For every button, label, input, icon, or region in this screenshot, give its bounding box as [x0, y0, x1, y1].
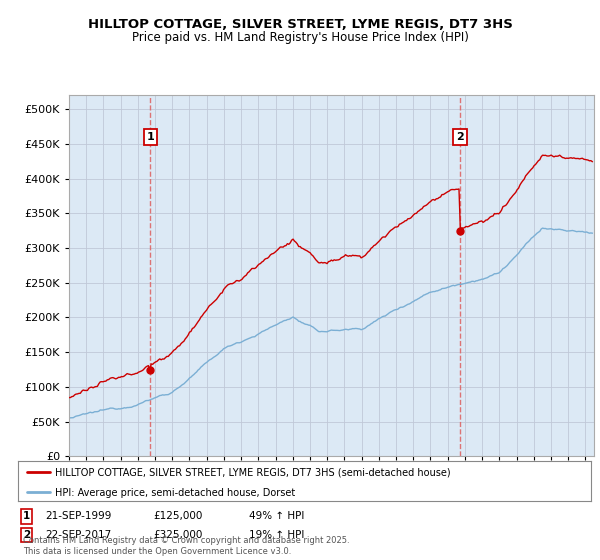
Text: Price paid vs. HM Land Registry's House Price Index (HPI): Price paid vs. HM Land Registry's House … [131, 31, 469, 44]
Text: 1: 1 [23, 511, 30, 521]
Text: 21-SEP-1999: 21-SEP-1999 [45, 511, 112, 521]
Text: HILLTOP COTTAGE, SILVER STREET, LYME REGIS, DT7 3HS: HILLTOP COTTAGE, SILVER STREET, LYME REG… [88, 18, 512, 31]
Text: 2: 2 [456, 132, 464, 142]
Text: 19% ↑ HPI: 19% ↑ HPI [249, 530, 304, 540]
Text: Contains HM Land Registry data © Crown copyright and database right 2025.
This d: Contains HM Land Registry data © Crown c… [23, 536, 349, 556]
Text: 22-SEP-2017: 22-SEP-2017 [45, 530, 111, 540]
Text: 49% ↑ HPI: 49% ↑ HPI [249, 511, 304, 521]
Text: £125,000: £125,000 [153, 511, 202, 521]
Text: 2: 2 [23, 530, 30, 540]
Text: 1: 1 [146, 132, 154, 142]
Text: HILLTOP COTTAGE, SILVER STREET, LYME REGIS, DT7 3HS (semi-detached house): HILLTOP COTTAGE, SILVER STREET, LYME REG… [55, 468, 451, 478]
Text: £325,000: £325,000 [153, 530, 202, 540]
Text: HPI: Average price, semi-detached house, Dorset: HPI: Average price, semi-detached house,… [55, 488, 295, 498]
